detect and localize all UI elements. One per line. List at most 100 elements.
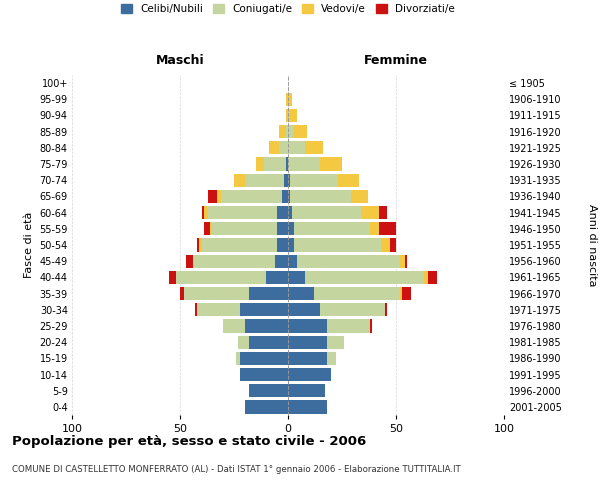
Bar xyxy=(197,303,241,316)
Bar xyxy=(277,238,288,252)
Bar xyxy=(210,222,212,235)
Bar xyxy=(288,287,314,300)
Bar xyxy=(193,254,275,268)
Bar xyxy=(241,303,288,316)
Bar xyxy=(269,141,280,154)
Y-axis label: Fasce di età: Fasce di età xyxy=(24,212,34,278)
Bar xyxy=(249,336,288,349)
Bar xyxy=(288,368,331,381)
Bar xyxy=(288,222,295,235)
Bar xyxy=(288,206,292,220)
Bar xyxy=(389,238,396,252)
Bar xyxy=(290,190,350,203)
Bar xyxy=(204,222,210,235)
Bar xyxy=(400,254,404,268)
Bar xyxy=(184,287,249,300)
Bar xyxy=(286,92,288,106)
Bar xyxy=(404,254,407,268)
Bar xyxy=(284,174,288,187)
Bar xyxy=(327,320,370,332)
Text: Popolazione per età, sesso e stato civile - 2006: Popolazione per età, sesso e stato civil… xyxy=(12,435,366,448)
Bar xyxy=(288,352,327,365)
Bar xyxy=(202,238,277,252)
Bar xyxy=(208,190,217,203)
Text: Femmine: Femmine xyxy=(364,54,428,68)
Bar xyxy=(245,320,288,332)
Bar xyxy=(288,174,290,187)
Bar xyxy=(234,174,245,187)
Bar xyxy=(245,174,284,187)
Bar xyxy=(281,190,288,203)
Bar xyxy=(295,238,381,252)
Bar xyxy=(288,158,320,170)
Bar xyxy=(296,254,400,268)
Bar xyxy=(241,368,288,381)
Bar xyxy=(286,158,288,170)
Bar xyxy=(403,287,411,300)
Bar xyxy=(327,352,335,365)
Bar xyxy=(197,238,199,252)
Bar xyxy=(295,222,370,235)
Bar xyxy=(288,384,325,398)
Bar xyxy=(288,270,305,284)
Bar xyxy=(370,222,379,235)
Bar xyxy=(295,125,307,138)
Bar xyxy=(249,384,288,398)
Bar xyxy=(245,400,288,413)
Bar xyxy=(320,158,342,170)
Bar xyxy=(208,206,277,220)
Bar xyxy=(338,174,359,187)
Bar xyxy=(305,141,323,154)
Bar xyxy=(277,206,288,220)
Bar xyxy=(241,352,288,365)
Bar xyxy=(169,270,176,284)
Bar xyxy=(288,254,296,268)
Bar xyxy=(288,320,327,332)
Bar xyxy=(288,109,290,122)
Bar xyxy=(249,287,288,300)
Bar xyxy=(379,222,396,235)
Bar xyxy=(223,320,245,332)
Bar xyxy=(379,206,388,220)
Bar xyxy=(204,206,208,220)
Bar xyxy=(290,174,338,187)
Text: Maschi: Maschi xyxy=(155,54,205,68)
Bar xyxy=(195,303,197,316)
Legend: Celibi/Nubili, Coniugati/e, Vedovi/e, Divorziati/e: Celibi/Nubili, Coniugati/e, Vedovi/e, Di… xyxy=(117,0,459,18)
Bar xyxy=(217,190,221,203)
Bar xyxy=(288,141,305,154)
Bar xyxy=(381,238,389,252)
Bar xyxy=(400,287,403,300)
Bar xyxy=(277,222,288,235)
Text: Anni di nascita: Anni di nascita xyxy=(587,204,597,286)
Bar xyxy=(288,238,295,252)
Text: COMUNE DI CASTELLETTO MONFERRATO (AL) - Dati ISTAT 1° gennaio 2006 - Elaborazion: COMUNE DI CASTELLETTO MONFERRATO (AL) - … xyxy=(12,465,461,474)
Bar xyxy=(212,222,277,235)
Bar xyxy=(288,400,327,413)
Bar xyxy=(288,190,290,203)
Bar xyxy=(350,190,368,203)
Bar xyxy=(180,287,184,300)
Bar xyxy=(280,141,288,154)
Bar xyxy=(290,109,296,122)
Bar xyxy=(176,270,266,284)
Bar xyxy=(280,125,286,138)
Bar xyxy=(199,238,202,252)
Bar xyxy=(221,190,281,203)
Bar xyxy=(236,352,241,365)
Bar xyxy=(424,270,428,284)
Bar xyxy=(428,270,437,284)
Bar xyxy=(385,303,388,316)
Bar xyxy=(314,287,400,300)
Bar xyxy=(238,336,249,349)
Bar xyxy=(264,158,286,170)
Bar xyxy=(202,206,204,220)
Bar xyxy=(288,336,327,349)
Bar xyxy=(327,336,344,349)
Bar xyxy=(275,254,288,268)
Bar xyxy=(320,303,385,316)
Bar xyxy=(361,206,379,220)
Bar xyxy=(286,109,288,122)
Bar xyxy=(286,125,288,138)
Bar xyxy=(266,270,288,284)
